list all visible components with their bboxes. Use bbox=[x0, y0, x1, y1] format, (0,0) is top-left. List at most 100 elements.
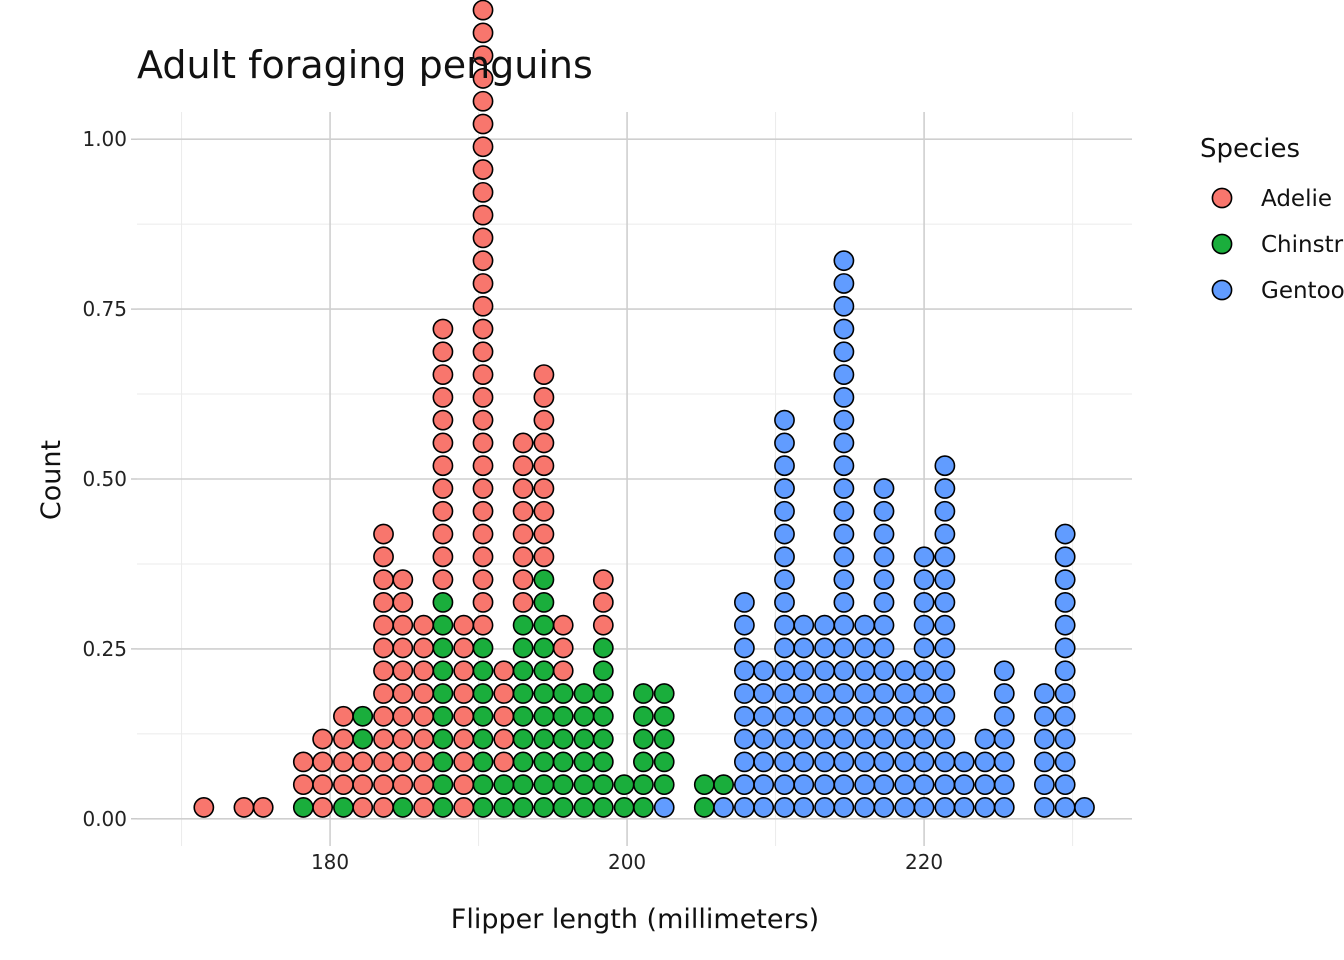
dot-adelie bbox=[432, 523, 454, 545]
y-tick-label: 0.50 bbox=[82, 467, 127, 491]
dot-chinstrap bbox=[512, 683, 534, 704]
dot-gentoo bbox=[873, 614, 895, 636]
dot-gentoo bbox=[934, 660, 956, 682]
dot-adelie bbox=[413, 660, 435, 682]
dot-gentoo bbox=[733, 797, 755, 818]
dot-chinstrap bbox=[633, 683, 654, 704]
dot-adelie bbox=[592, 614, 614, 636]
dot-chinstrap bbox=[533, 614, 555, 636]
dot-gentoo bbox=[873, 774, 895, 796]
dot-gentoo bbox=[833, 364, 855, 385]
dot-adelie bbox=[193, 797, 215, 818]
dot-gentoo bbox=[873, 546, 895, 568]
dot-adelie bbox=[453, 614, 475, 636]
dot-gentoo bbox=[833, 546, 855, 568]
dot-adelie bbox=[312, 797, 334, 818]
dot-chinstrap bbox=[533, 728, 555, 750]
dot-chinstrap bbox=[512, 637, 534, 659]
dot-chinstrap bbox=[533, 774, 555, 796]
dot-gentoo bbox=[934, 500, 956, 522]
dot-chinstrap bbox=[552, 683, 574, 704]
dot-gentoo bbox=[774, 728, 795, 750]
dot-adelie bbox=[533, 409, 555, 431]
dot-gentoo bbox=[993, 705, 1015, 727]
dot-gentoo bbox=[1054, 660, 1076, 682]
dot-chinstrap bbox=[533, 751, 555, 773]
dot-adelie bbox=[472, 45, 494, 67]
dot-adelie bbox=[472, 159, 494, 180]
dot-adelie bbox=[392, 705, 414, 727]
dot-gentoo bbox=[913, 546, 935, 568]
dot-adelie bbox=[472, 113, 494, 135]
dot-gentoo bbox=[733, 683, 755, 704]
dot-adelie bbox=[533, 386, 555, 408]
dot-gentoo bbox=[774, 751, 795, 773]
dot-gentoo bbox=[953, 751, 975, 773]
dot-gentoo bbox=[894, 683, 916, 704]
dot-adelie bbox=[472, 569, 494, 591]
dot-gentoo bbox=[894, 797, 916, 818]
dot-gentoo bbox=[814, 774, 835, 796]
dot-adelie bbox=[592, 591, 614, 613]
dot-gentoo bbox=[854, 637, 876, 659]
dot-adelie bbox=[493, 660, 515, 682]
dot-gentoo bbox=[854, 774, 876, 796]
dot-gentoo bbox=[1054, 614, 1076, 636]
dot-gentoo bbox=[753, 660, 775, 682]
dot-gentoo bbox=[814, 797, 835, 818]
dot-chinstrap bbox=[392, 797, 414, 818]
dot-chinstrap bbox=[512, 774, 534, 796]
dot-adelie bbox=[493, 705, 515, 727]
dot-adelie bbox=[333, 774, 354, 796]
dot-chinstrap bbox=[653, 774, 675, 796]
dot-gentoo bbox=[934, 797, 956, 818]
dot-chinstrap bbox=[552, 774, 574, 796]
y-tick-label: 0.25 bbox=[82, 637, 127, 661]
dot-adelie bbox=[533, 500, 555, 522]
dot-gentoo bbox=[873, 705, 895, 727]
dot-gentoo bbox=[793, 728, 815, 750]
dot-adelie bbox=[533, 546, 555, 568]
dot-gentoo bbox=[774, 523, 795, 545]
dot-gentoo bbox=[774, 591, 795, 613]
legend-key-gentoo bbox=[1211, 279, 1233, 301]
dot-gentoo bbox=[934, 705, 956, 727]
dot-gentoo bbox=[833, 273, 855, 294]
dot-adelie bbox=[472, 546, 494, 568]
dot-adelie bbox=[472, 68, 494, 89]
dot-chinstrap bbox=[552, 728, 574, 750]
dot-gentoo bbox=[1033, 751, 1055, 773]
dot-gentoo bbox=[833, 591, 855, 613]
dot-gentoo bbox=[753, 751, 775, 773]
dot-gentoo bbox=[833, 614, 855, 636]
dot-chinstrap bbox=[533, 591, 555, 613]
dot-adelie bbox=[373, 797, 394, 818]
dot-gentoo bbox=[953, 774, 975, 796]
legend-key-adelie bbox=[1211, 187, 1233, 209]
dot-chinstrap bbox=[592, 705, 614, 727]
dot-adelie bbox=[373, 728, 394, 750]
dot-gentoo bbox=[1054, 637, 1076, 659]
dot-gentoo bbox=[873, 591, 895, 613]
dot-gentoo bbox=[854, 614, 876, 636]
dot-chinstrap bbox=[653, 705, 675, 727]
dot-adelie bbox=[453, 637, 475, 659]
dot-gentoo bbox=[934, 751, 956, 773]
dot-chinstrap bbox=[592, 774, 614, 796]
dot-gentoo bbox=[1054, 728, 1076, 750]
dot-gentoo bbox=[1054, 569, 1076, 591]
dot-gentoo bbox=[993, 683, 1015, 704]
dot-gentoo bbox=[913, 797, 935, 818]
dot-adelie bbox=[472, 341, 494, 363]
dot-gentoo bbox=[793, 660, 815, 682]
dot-adelie bbox=[493, 728, 515, 750]
dot-chinstrap bbox=[432, 728, 454, 750]
dot-chinstrap bbox=[633, 774, 654, 796]
dot-adelie bbox=[432, 546, 454, 568]
dot-gentoo bbox=[833, 797, 855, 818]
chart-title: Adult foraging penguins bbox=[137, 43, 593, 87]
dot-adelie bbox=[493, 683, 515, 704]
dot-chinstrap bbox=[573, 705, 595, 727]
dot-chinstrap bbox=[592, 637, 614, 659]
dot-gentoo bbox=[953, 797, 975, 818]
